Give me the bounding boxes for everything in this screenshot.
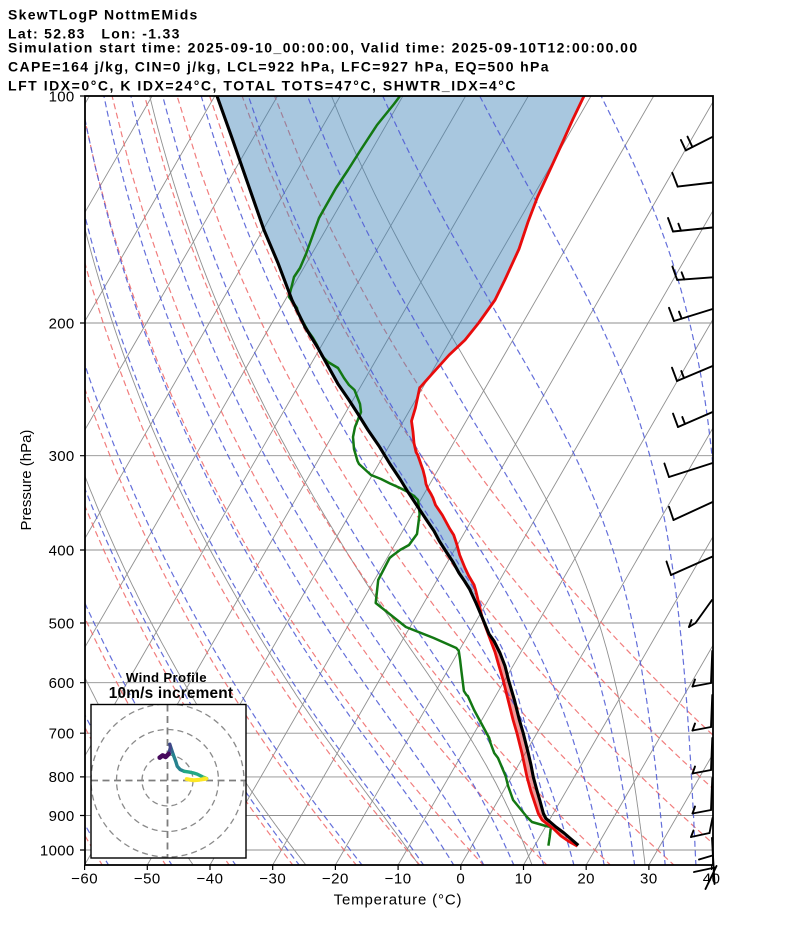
svg-text:Lat: 52.83 Lon: -1.33: Lat: 52.83 Lon: -1.33 <box>8 26 181 42</box>
svg-text:600: 600 <box>49 675 75 692</box>
svg-text:10m/s increment: 10m/s increment <box>109 685 233 702</box>
svg-text:400: 400 <box>49 542 75 559</box>
svg-text:−10: −10 <box>385 871 412 888</box>
svg-text:−60: −60 <box>71 871 98 888</box>
svg-text:Temperature (°C): Temperature (°C) <box>334 892 463 909</box>
svg-text:10: 10 <box>515 871 533 888</box>
svg-text:Wind Profile: Wind Profile <box>126 670 207 685</box>
svg-text:500: 500 <box>49 615 75 632</box>
svg-text:30: 30 <box>640 871 658 888</box>
svg-text:Pressure (hPa): Pressure (hPa) <box>18 430 35 531</box>
svg-text:SkewTLogP NottmEMids: SkewTLogP NottmEMids <box>8 7 199 23</box>
svg-text:CAPE=164 j/kg, CIN=0 j/kg, LCL: CAPE=164 j/kg, CIN=0 j/kg, LCL=922 hPa, … <box>8 59 550 75</box>
svg-text:−50: −50 <box>134 871 161 888</box>
svg-text:700: 700 <box>49 726 75 743</box>
svg-text:−20: −20 <box>322 871 349 888</box>
svg-text:800: 800 <box>49 769 75 786</box>
svg-text:Simulation start time: 2025-09: Simulation start time: 2025-09-10_00:00:… <box>8 40 639 56</box>
svg-text:−40: −40 <box>197 871 224 888</box>
svg-text:20: 20 <box>577 871 595 888</box>
svg-text:100: 100 <box>49 88 75 105</box>
svg-text:300: 300 <box>49 448 75 465</box>
svg-text:40: 40 <box>703 871 721 888</box>
svg-text:−30: −30 <box>259 871 286 888</box>
svg-text:200: 200 <box>49 315 75 332</box>
svg-text:LFT IDX=0°C, K IDX=24°C, TOTAL: LFT IDX=0°C, K IDX=24°C, TOTAL TOTS=47°C… <box>8 78 517 94</box>
svg-text:1000: 1000 <box>40 842 75 859</box>
svg-text:900: 900 <box>49 808 75 825</box>
svg-text:0: 0 <box>456 871 465 888</box>
